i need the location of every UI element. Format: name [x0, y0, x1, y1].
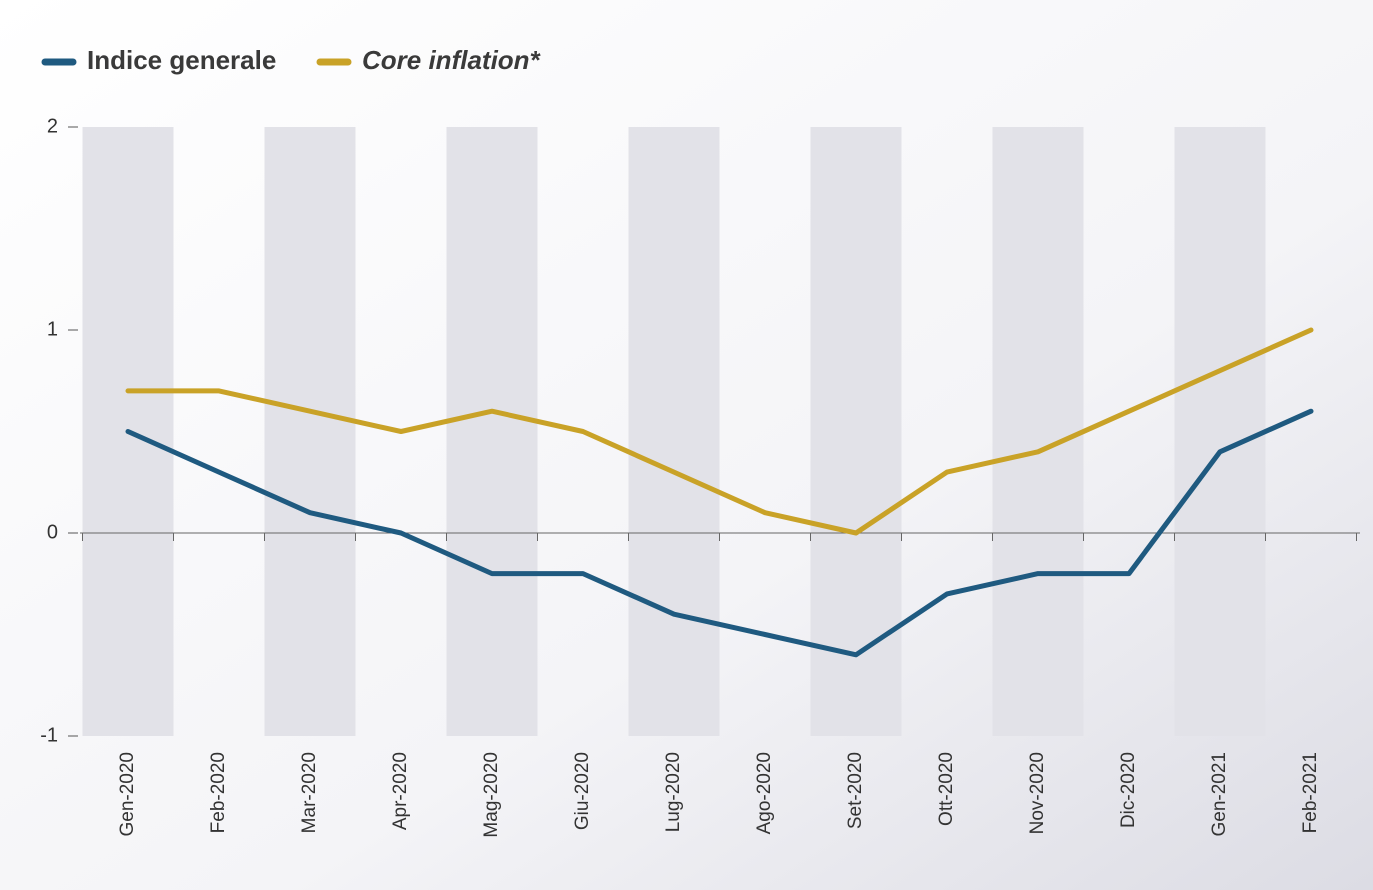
- band: [628, 127, 720, 736]
- y-tick-label: 0: [47, 521, 58, 543]
- x-tick-label: Feb-2021: [1300, 752, 1321, 833]
- x-tick-label: Mar-2020: [299, 752, 320, 833]
- x-tick-label: Mag-2020: [481, 752, 502, 838]
- x-tick-label: Nov-2020: [1027, 752, 1048, 834]
- x-tick-label: Apr-2020: [390, 752, 411, 830]
- band: [1174, 127, 1266, 736]
- legend-label: Indice generale: [87, 45, 276, 75]
- x-tick-label: Gen-2021: [1209, 752, 1230, 837]
- x-tick-label: Set-2020: [845, 752, 866, 829]
- x-tick-label: Ago-2020: [754, 752, 775, 834]
- y-tick-label: 1: [47, 318, 58, 340]
- series-line: [125, 327, 1314, 536]
- x-tick-label: Ott-2020: [936, 752, 957, 826]
- band: [446, 127, 538, 736]
- band: [810, 127, 902, 736]
- legend-label: Core inflation*: [362, 45, 542, 75]
- series-line: [125, 408, 1314, 658]
- x-tick-label: Gen-2020: [117, 752, 138, 837]
- x-tick-label: Dic-2020: [1118, 752, 1139, 828]
- bands: [82, 127, 1266, 736]
- band: [992, 127, 1084, 736]
- x-tick-label: Lug-2020: [663, 752, 684, 832]
- band: [264, 127, 356, 736]
- x-tick-label: Giu-2020: [572, 752, 593, 830]
- x-tick-label: Feb-2020: [208, 752, 229, 833]
- y-tick-label: -1: [40, 724, 58, 746]
- y-tick-label: 2: [47, 115, 58, 137]
